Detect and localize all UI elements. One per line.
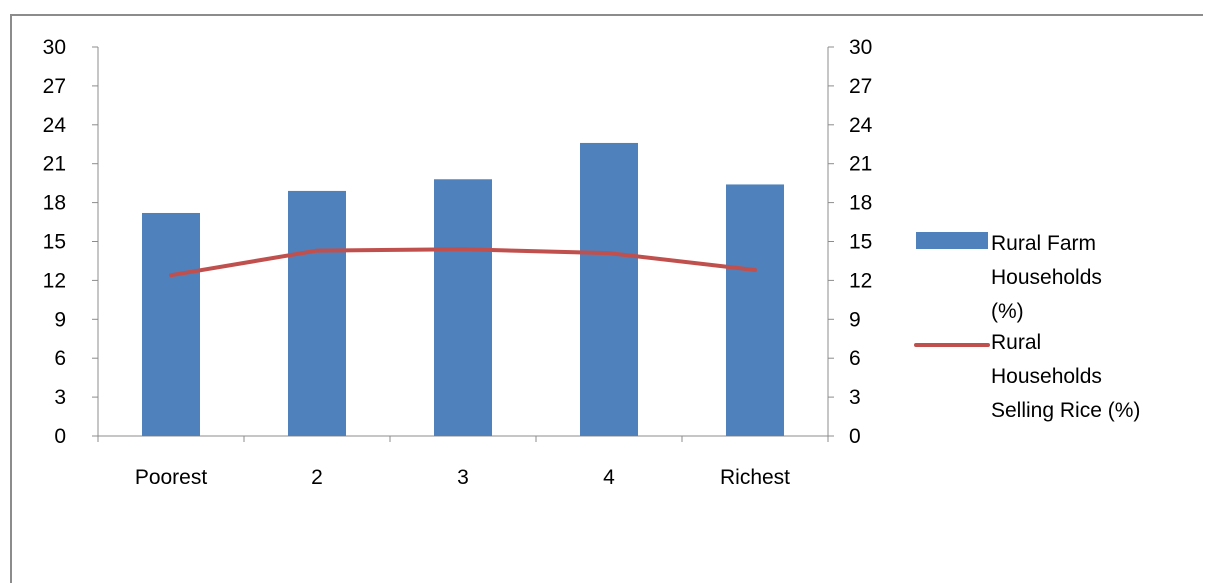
y-tick-label: 12	[43, 269, 66, 292]
legend-label: Rural Farm	[991, 232, 1096, 255]
legend-layer: Rural Farm Households (%) Rural Households Se…	[914, 232, 1140, 422]
legend-label: (%)	[991, 300, 1024, 323]
bar	[434, 179, 492, 436]
y2-tick-label: 27	[849, 75, 872, 98]
x-tick-label: 4	[603, 466, 615, 489]
y2-tick-label: 30	[849, 36, 872, 59]
legend-label: Selling Rice (%)	[991, 399, 1140, 422]
y2-tick-label: 21	[849, 153, 872, 176]
legend-marker-bar	[916, 232, 988, 249]
y-tick-label: 30	[43, 36, 66, 59]
y-tick-label: 27	[43, 75, 66, 98]
bar	[726, 184, 784, 436]
y2-tick-label: 3	[849, 386, 861, 409]
line-layer	[169, 247, 757, 278]
legend-label: Households	[991, 365, 1102, 388]
y-tick-label: 9	[54, 308, 66, 331]
y-tick-label: 15	[43, 231, 66, 254]
y-tick-label: 3	[54, 386, 66, 409]
legend-label: Households	[991, 266, 1102, 289]
axes-layer: 036912151821242730036912151821242730Poor…	[43, 36, 873, 489]
y-tick-label: 24	[43, 114, 67, 137]
y2-tick-label: 6	[849, 347, 861, 370]
chart-frame	[10, 14, 1203, 583]
bars-layer	[142, 142, 784, 436]
y2-tick-label: 9	[849, 308, 861, 331]
y2-tick-label: 0	[849, 425, 861, 448]
x-tick-label: 2	[311, 466, 323, 489]
y-tick-label: 6	[54, 347, 66, 370]
bar	[288, 190, 346, 436]
y2-tick-label: 24	[849, 114, 873, 137]
y-tick-label: 21	[43, 153, 66, 176]
x-tick-label: Poorest	[135, 466, 208, 489]
x-tick-label: 3	[457, 466, 469, 489]
series-line	[169, 247, 757, 278]
y-tick-label: 0	[54, 425, 66, 448]
x-tick-label: Richest	[720, 466, 790, 489]
y2-tick-label: 15	[849, 231, 872, 254]
bar	[580, 142, 638, 436]
bar	[142, 212, 200, 436]
y-tick-label: 18	[43, 192, 66, 215]
y2-tick-label: 18	[849, 192, 872, 215]
legend-label: Rural	[991, 331, 1041, 354]
y2-tick-label: 12	[849, 269, 872, 292]
